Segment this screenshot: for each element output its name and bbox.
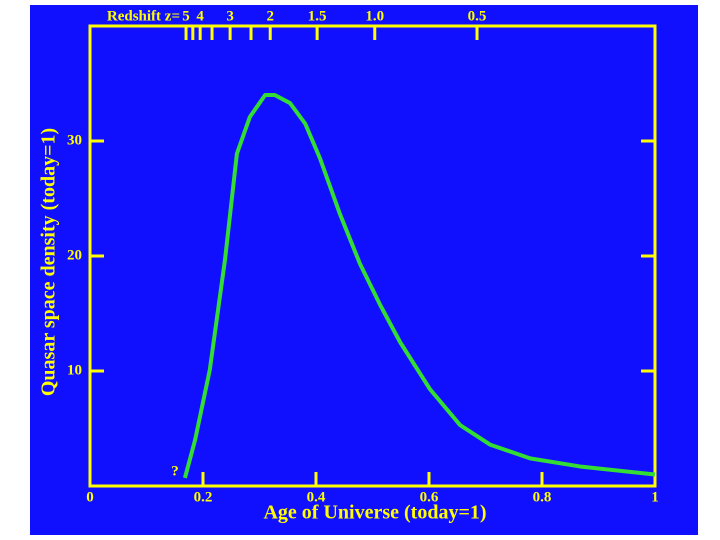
y-axis-label: Quasar space density (today=1) [38, 128, 60, 396]
x2-axis-label: Redshift z= [107, 8, 180, 24]
x-tick-label: 0 [86, 489, 94, 505]
y-tick-label: 30 [67, 132, 82, 148]
x2-tick-label: 1.5 [308, 8, 327, 24]
x-tick-label: 0.8 [533, 489, 552, 505]
x2-tick-label: 5 [182, 8, 190, 24]
y-tick-label: 10 [67, 362, 82, 378]
x2-tick-label: 4 [196, 8, 204, 24]
y-tick-label: 20 [67, 247, 82, 263]
x-tick-label: 0.6 [420, 489, 439, 505]
x-axis-label: Age of Universe (today=1) [263, 502, 486, 524]
x2-tick-label: 3 [226, 8, 234, 24]
data-line [182, 93, 656, 479]
x2-tick-label: 0.5 [468, 8, 487, 24]
x2-tick-label: 2 [266, 8, 274, 24]
annotation: ? [171, 463, 179, 479]
x-tick-label: 0.4 [307, 489, 326, 505]
x-tick-label: 1 [651, 489, 659, 505]
x2-tick-label: 1.0 [365, 8, 384, 24]
x-tick-label: 0.2 [194, 489, 213, 505]
